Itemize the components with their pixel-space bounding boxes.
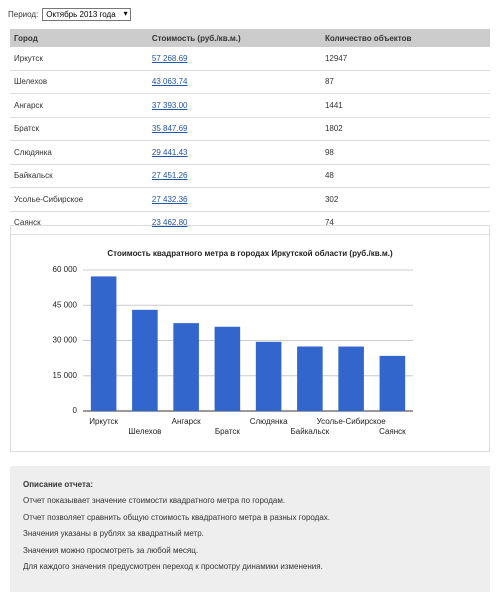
table-row: Иркутск 57 268.69 12947	[10, 47, 490, 71]
x-tick-label: Слюдянка	[250, 417, 288, 426]
column-header: Количество объектов	[320, 29, 490, 47]
column-header: Город	[10, 29, 148, 47]
description-line: Значения указаны в рублях за квадратный …	[23, 529, 204, 538]
table-cell: 302	[320, 187, 490, 212]
description-line: Для каждого значения предусмотрен перехо…	[23, 562, 323, 571]
table-cell: 12947	[320, 47, 490, 71]
table-cell: Иркутск	[10, 47, 148, 71]
table-cell: Байкальск	[10, 164, 148, 188]
table-cell: 74	[320, 211, 490, 235]
table-row: Усолье-Сибирское 27 432.36 302	[10, 187, 490, 212]
description-line: Отчет позволяет сравнить общую стоимость…	[23, 512, 331, 522]
period-filter: Период: Октябрь 2013 года	[8, 8, 131, 21]
description-line: Отчет показывает значение стоимости квад…	[23, 496, 286, 505]
table-row: Саянск 23 462.80 74	[10, 211, 490, 235]
period-select[interactable]: Октябрь 2013 года	[42, 8, 131, 21]
bar	[214, 326, 241, 411]
table-cell: 29 441.43	[147, 140, 321, 165]
cost-link[interactable]: 43 063.74	[151, 77, 188, 87]
column-header: Стоимость (руб./кв.м.)	[147, 29, 321, 47]
table-cell: Слюдянка	[10, 140, 148, 165]
table-cell: 27 432.36	[147, 187, 321, 212]
x-tick-label: Братск	[215, 427, 241, 436]
table-cell: 48	[320, 164, 490, 188]
x-tick-label: Шелехов	[128, 427, 161, 436]
table-row: Слюдянка 29 441.43 98	[10, 140, 490, 165]
table-cell: 23 462.80	[147, 211, 321, 235]
table-cell: 27 451.26	[147, 164, 321, 188]
cost-link[interactable]: 27 451.26	[151, 171, 188, 181]
y-tick-label: 0	[73, 406, 78, 415]
chart-panel: Стоимость квадратного метра в городах Ир…	[10, 225, 490, 452]
cost-link[interactable]: 57 268.69	[151, 53, 188, 63]
bar	[255, 341, 282, 411]
bar	[379, 355, 406, 411]
bar	[297, 346, 323, 411]
period-label: Период:	[8, 10, 39, 19]
bar	[132, 309, 158, 411]
x-tick-label: Саянск	[379, 427, 406, 436]
table-cell: Шелехов	[10, 70, 148, 94]
chart: Стоимость квадратного метра в городах Ир…	[53, 249, 413, 436]
description-line: Значения можно просмотреть за любой меся…	[23, 545, 199, 555]
data-table: Город Стоимость (руб./кв.м.) Количество об…	[10, 29, 490, 235]
table-row: Шелехов 43 063.74 87	[10, 70, 490, 94]
y-tick-label: 60 000	[53, 265, 78, 274]
table-cell: 87	[320, 70, 490, 94]
table-cell: 1441	[320, 93, 490, 118]
bar	[173, 323, 199, 411]
x-tick-label: Усолье-Сибирское	[317, 417, 387, 426]
x-tick-label: Ангарск	[172, 417, 201, 426]
table-row: Байкальск 27 451.26 48	[10, 164, 490, 188]
y-tick-label: 45 000	[53, 300, 78, 309]
table-cell: 1802	[320, 117, 490, 141]
table-cell: Ангарск	[10, 93, 148, 118]
table-cell: 43 063.74	[147, 70, 321, 94]
description: Описание отчета: Отчет показывает значен…	[10, 466, 490, 592]
table-cell: 57 268.69	[147, 47, 321, 71]
table-cell: Саянск	[10, 211, 148, 235]
y-tick-label: 15 000	[53, 371, 78, 380]
table-row: Ангарск 37 393.00 1441	[10, 93, 490, 118]
y-tick-label: 30 000	[53, 336, 78, 345]
cost-link[interactable]: 23 462.80	[151, 218, 188, 228]
table-cell: Братск	[10, 117, 148, 141]
table-row: Братск 35 847.69 1802	[10, 117, 490, 141]
x-tick-label: Байкальск	[291, 427, 330, 436]
cost-link[interactable]: 37 393.00	[151, 100, 188, 110]
x-tick-label: Иркутск	[89, 417, 118, 426]
table-cell: Усолье-Сибирское	[10, 187, 148, 212]
cost-link[interactable]: 35 847.69	[151, 124, 188, 134]
cost-link[interactable]: 27 432.36	[151, 194, 188, 204]
chart-title: Стоимость квадратного метра в городах Ир…	[107, 249, 393, 258]
bar	[338, 346, 364, 411]
bar	[90, 276, 117, 411]
table-cell: 98	[320, 140, 490, 165]
table-cell: 35 847.69	[147, 117, 321, 141]
cost-link[interactable]: 29 441.43	[151, 147, 188, 157]
table-cell: 37 393.00	[147, 93, 321, 118]
description-title: Описание отчета:	[23, 480, 94, 489]
